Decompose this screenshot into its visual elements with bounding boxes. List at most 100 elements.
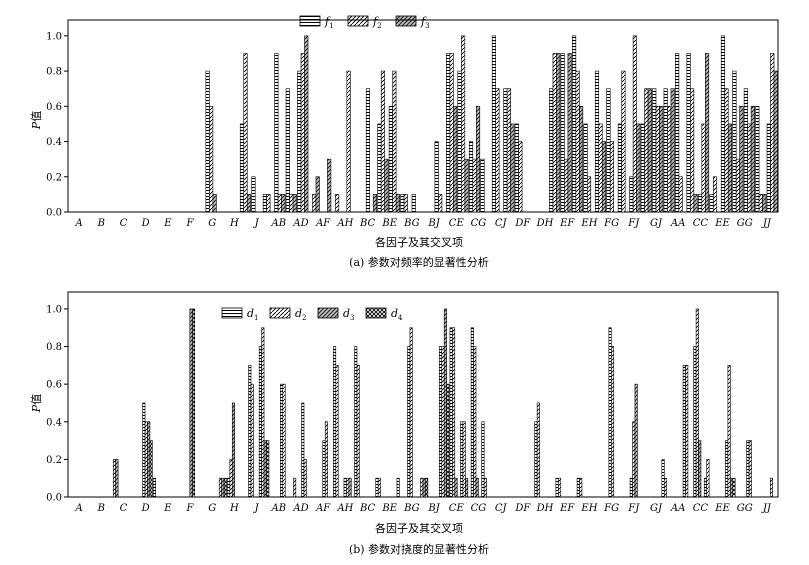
bar-f2	[266, 194, 271, 213]
bar-f1	[377, 123, 382, 213]
y-tick-label: 0.6	[46, 102, 62, 113]
legend-label-d4: d4	[391, 307, 403, 322]
bar-d1	[576, 477, 580, 498]
x-tick-label: EH	[580, 218, 597, 229]
bar-f2	[312, 194, 317, 213]
bar-f2	[724, 88, 729, 213]
bar-f1	[766, 123, 771, 213]
bar-f2	[667, 106, 672, 213]
x-tick-label: GG	[737, 503, 753, 514]
bar-f1	[251, 176, 256, 213]
x-tick-label: D	[141, 218, 150, 229]
x-tick-label: GJ	[650, 503, 663, 514]
bar-d1	[534, 421, 538, 498]
x-tick-label: BG	[403, 503, 420, 514]
bar-d3	[189, 308, 193, 498]
y-axis-label: P值	[30, 394, 43, 413]
bar-f1	[239, 123, 245, 213]
bar-d1	[343, 477, 347, 498]
x-tick-label: F	[186, 218, 195, 229]
y-tick-label: 1.0	[46, 304, 62, 315]
bar-d2	[632, 421, 636, 498]
x-tick-label: D	[141, 503, 150, 514]
bar-f1	[755, 106, 760, 213]
bar-f2	[243, 53, 248, 213]
bar-d1	[555, 477, 559, 498]
legend: f1 f2 f3	[299, 15, 430, 30]
bar-d1	[227, 477, 231, 498]
x-tick-label: BE	[381, 218, 397, 229]
bar-f2	[632, 35, 637, 213]
bar-d2	[663, 477, 668, 498]
figure-caption: (a) 参数对频率的显著性分析	[349, 255, 489, 269]
x-tick-label: G	[208, 503, 216, 514]
bar-d1	[481, 421, 485, 498]
x-tick-label: G	[208, 218, 216, 229]
x-tick-label: DF	[514, 503, 531, 514]
bar-f3	[579, 106, 584, 213]
bar-d2	[303, 459, 307, 498]
bar-d2	[377, 477, 381, 498]
bar-f3	[327, 158, 332, 213]
x-tick-label: CE	[449, 503, 465, 514]
bar-d1	[407, 346, 411, 498]
bar-f3	[670, 88, 675, 213]
legend-label-d3: d3	[343, 307, 355, 322]
bar-f2	[403, 194, 408, 213]
x-tick-label: FG	[603, 503, 619, 514]
bar-f1	[572, 35, 577, 213]
x-tick-label: CC	[693, 503, 709, 514]
x-tick-label: AA	[670, 503, 685, 514]
legend-label-d2: d2	[295, 307, 307, 322]
y-tick-label: 1.0	[46, 31, 62, 42]
bar-f3	[304, 35, 309, 213]
bar-f2	[609, 141, 615, 213]
chart-panel-deflection: P值 各因子及其交叉项 (b) 参数对挠度的显著性分析 d1 d2 d3 d4 …	[30, 291, 779, 556]
bar-f1	[514, 123, 519, 213]
bar-f3	[246, 194, 252, 213]
bar-f1	[411, 194, 416, 213]
bar-d1	[746, 440, 750, 498]
bar-d1	[608, 327, 612, 498]
bar-f1	[388, 106, 393, 213]
bar-f2	[564, 158, 569, 213]
bar-d3	[263, 440, 267, 498]
x-tick-label: B	[97, 503, 105, 514]
bar-d2	[112, 459, 116, 498]
x-tick-label: CG	[471, 218, 487, 229]
bar-f3	[636, 123, 641, 213]
x-tick-label: A	[74, 503, 82, 514]
bar-f2	[449, 53, 454, 213]
x-tick-label: AF	[315, 503, 331, 514]
bar-f3	[647, 88, 652, 213]
bar-d2	[346, 477, 350, 498]
bar-f2	[644, 88, 649, 213]
bar-f2	[346, 70, 351, 213]
bar-d2	[462, 421, 466, 498]
bar-d1	[248, 365, 252, 498]
x-tick-label: BE	[381, 503, 397, 514]
bar-f3	[567, 53, 572, 213]
bar-f2	[438, 194, 443, 213]
x-tick-label: CG	[471, 503, 487, 514]
bar-d4	[732, 477, 736, 498]
x-tick-label: FJ	[627, 503, 640, 514]
bar-d2	[218, 477, 222, 498]
bar-d1	[142, 402, 146, 498]
y-tick-label: 0.2	[46, 172, 62, 183]
x-axis-label: 各因子及其交叉项	[375, 521, 463, 535]
bar-d4	[192, 308, 196, 498]
figure-caption: (b) 参数对挠度的显著性分析	[349, 542, 489, 556]
bar-f3	[739, 106, 744, 213]
bar-d1	[703, 477, 707, 498]
bar-f3	[750, 106, 755, 213]
bar-f1	[560, 53, 565, 213]
bar-f1	[262, 194, 267, 213]
x-tick-label: DH	[536, 503, 554, 514]
bar-d3	[147, 421, 151, 498]
bar-d2	[420, 477, 424, 498]
bar-d2	[558, 477, 562, 498]
x-tick-label: GJ	[650, 218, 663, 229]
bar-d1	[439, 346, 443, 498]
bar-f1	[663, 88, 668, 213]
